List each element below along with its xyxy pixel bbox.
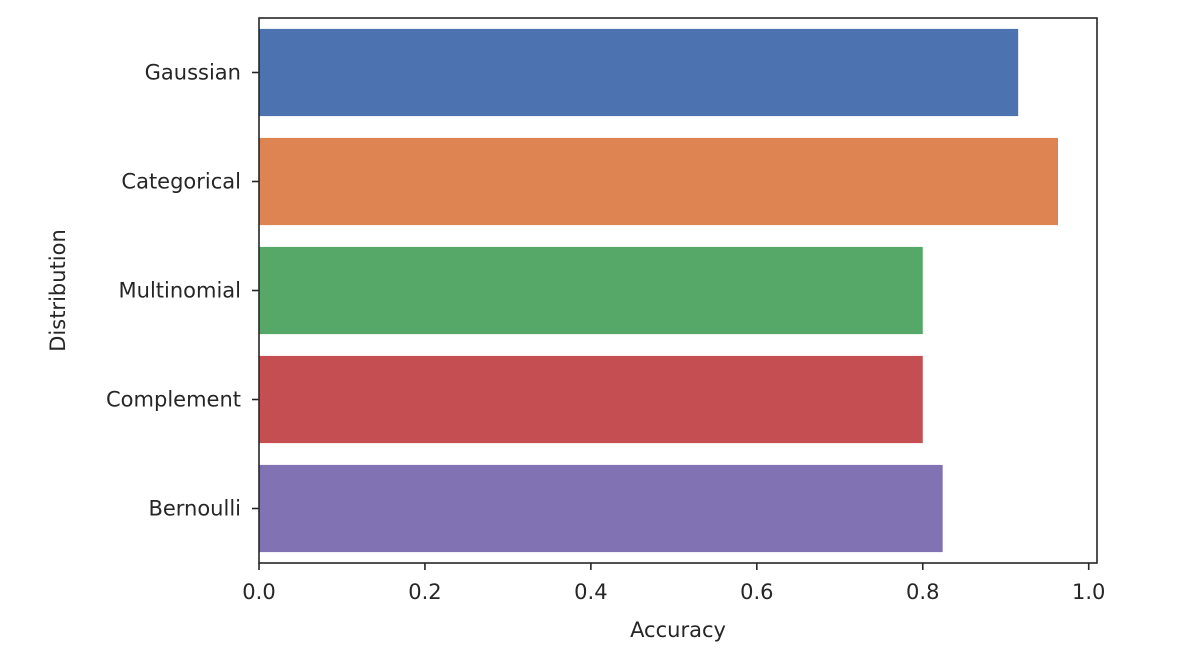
y-axis-label: Distribution bbox=[46, 229, 70, 352]
x-tick-label: 0.2 bbox=[408, 580, 441, 604]
y-tick-label-bernoulli: Bernoulli bbox=[148, 497, 241, 521]
x-tick-label: 0.0 bbox=[242, 580, 275, 604]
plot-frame bbox=[258, 17, 1098, 564]
bars-group bbox=[259, 28, 1059, 553]
x-axis-label: Accuracy bbox=[630, 618, 726, 642]
x-ticks-group: 0.0 0.2 0.4 0.6 0.8 1.0 bbox=[242, 563, 1105, 604]
bar-bernoulli bbox=[259, 464, 943, 553]
x-tick-label: 0.6 bbox=[740, 580, 773, 604]
y-tick-label-multinomial: Multinomial bbox=[119, 279, 241, 303]
bar-gaussian bbox=[259, 28, 1019, 117]
x-tick-label: 1.0 bbox=[1072, 580, 1105, 604]
bar-complement bbox=[259, 355, 923, 444]
bar-categorical bbox=[259, 137, 1059, 226]
y-tick-label-categorical: Categorical bbox=[121, 170, 241, 194]
x-tick-label: 0.8 bbox=[906, 580, 939, 604]
y-tick-label-gaussian: Gaussian bbox=[145, 61, 241, 85]
y-ticks-group: Gaussian Categorical Multinomial Complement… bbox=[106, 61, 259, 521]
x-tick-label: 0.4 bbox=[574, 580, 607, 604]
bar-multinomial bbox=[259, 246, 923, 335]
y-tick-label-complement: Complement bbox=[106, 388, 241, 412]
